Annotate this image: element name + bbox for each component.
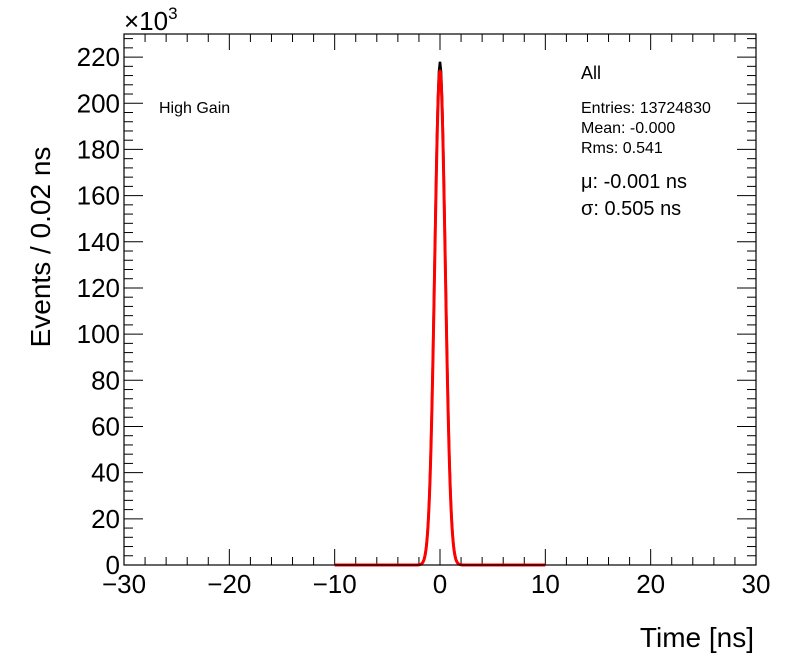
plot-frame bbox=[123, 33, 757, 566]
y-tick-label: 60 bbox=[91, 411, 120, 441]
y-tick-label: 80 bbox=[91, 365, 120, 395]
y-tick-label: 200 bbox=[77, 88, 120, 118]
y-tick-label: 120 bbox=[77, 273, 120, 303]
y-tick-label: 20 bbox=[91, 504, 120, 534]
y-tick-label: 180 bbox=[77, 134, 120, 164]
x-axis-label: Time [ns] bbox=[640, 622, 754, 653]
stats-rms: Rms: 0.541 bbox=[581, 140, 663, 157]
y-tick-label: 140 bbox=[77, 227, 120, 257]
x-tick-label: −30 bbox=[102, 569, 146, 599]
fit-mu: μ: -0.001 ns bbox=[581, 171, 687, 193]
stats-entries: Entries: 13724830 bbox=[581, 100, 711, 117]
x-tick-label: 10 bbox=[531, 569, 560, 599]
gain-label: High Gain bbox=[159, 100, 230, 117]
y-axis-label: Events / 0.02 ns bbox=[25, 147, 56, 348]
x-tick-label: 0 bbox=[433, 569, 447, 599]
x-tick-label: 30 bbox=[742, 569, 771, 599]
x-tick-label: −20 bbox=[207, 569, 251, 599]
y-tick-label: 220 bbox=[77, 42, 120, 72]
y-tick-label: 40 bbox=[91, 458, 120, 488]
y-exponent: ×103 bbox=[124, 4, 178, 36]
y-tick-label: 0 bbox=[106, 550, 120, 580]
stats-title: All bbox=[581, 63, 601, 83]
axis-ticks bbox=[123, 34, 757, 566]
stats-mean: Mean: -0.000 bbox=[581, 120, 675, 137]
x-tick-label: 20 bbox=[636, 569, 665, 599]
y-tick-label: 160 bbox=[77, 181, 120, 211]
fit-sigma: σ: 0.505 ns bbox=[581, 198, 681, 220]
y-tick-label: 100 bbox=[77, 319, 120, 349]
tick-labels: −30 −20 −10 0 10 20 30 0 20 40 60 80 100 120 140 160 180… bbox=[77, 42, 771, 599]
x-tick-label: −10 bbox=[313, 569, 357, 599]
